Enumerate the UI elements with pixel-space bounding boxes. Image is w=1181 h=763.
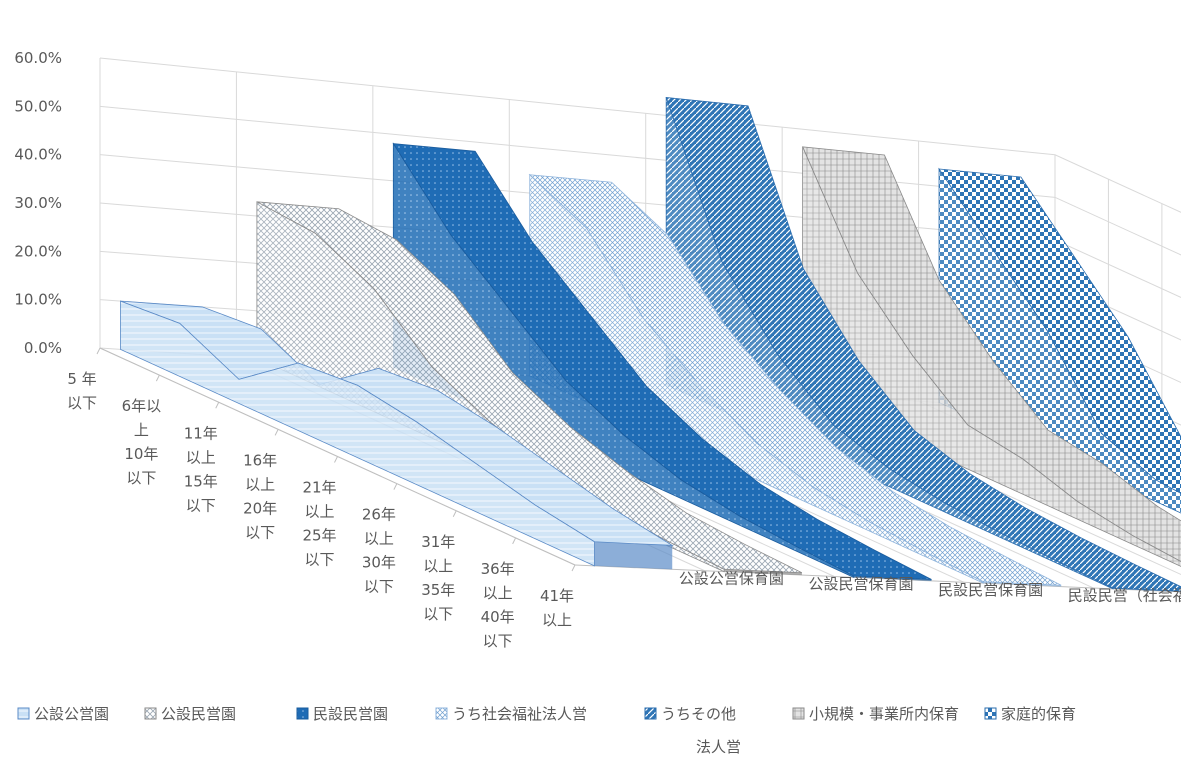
- category-tick: [512, 537, 517, 545]
- depth-label: 公設民営保育園: [809, 575, 914, 593]
- y-tick-label: 60.0%: [14, 49, 62, 67]
- y-tick-label: 50.0%: [14, 97, 62, 115]
- series-cap-3: [983, 581, 1062, 587]
- category-label: 以下: [423, 605, 453, 623]
- legend-label: 公設公営園: [34, 705, 109, 723]
- depth-axis-labels: 公設公営保育園公設民営保育園民設民営保育園民設民営（社会福祉法人営）民設民営（そ…: [679, 569, 1181, 605]
- category-label: 以上: [483, 584, 513, 602]
- category-label: 以上: [364, 530, 394, 548]
- category-label: 25年: [302, 527, 336, 545]
- y-tick-label: 20.0%: [14, 242, 62, 260]
- series-4: [665, 96, 1181, 592]
- series-areas: [120, 96, 1181, 592]
- depth-label: 民設民営（社会福祉法人営）: [1068, 587, 1181, 605]
- legend-swatch: [296, 707, 309, 720]
- series-5: [801, 146, 1181, 567]
- series-0: [120, 300, 674, 570]
- series-face-0: [120, 300, 595, 567]
- category-label: 以下: [126, 469, 156, 487]
- y-axis-ticks: 0.0% 10.0% 20.0% 30.0% 40.0% 50.0% 60.0%: [14, 49, 62, 357]
- legend-label: うちその他: [661, 705, 736, 723]
- category-label: 以下: [364, 578, 394, 596]
- y-tick-label: 30.0%: [14, 194, 62, 212]
- category-label: 6年以: [122, 397, 162, 415]
- legend-swatch: [984, 707, 997, 720]
- category-tick: [393, 483, 398, 490]
- category-label: 30年: [362, 554, 396, 572]
- category-tick: [452, 510, 457, 517]
- category-label: 以下: [67, 394, 97, 412]
- series-cap-4: [1113, 587, 1181, 592]
- legend-swatch: [144, 707, 157, 720]
- category-label: 11年: [184, 424, 218, 442]
- category-label: 5 年: [67, 370, 96, 388]
- category-label: 以下: [304, 551, 334, 569]
- category-label: 36年: [481, 560, 515, 578]
- depth-label: 民設民営保育園: [938, 581, 1043, 599]
- category-label: 以上: [245, 475, 275, 493]
- category-tick: [274, 429, 279, 436]
- category-label: 以下: [186, 496, 216, 514]
- legend-label: 小規模・事業所内保育: [809, 705, 959, 723]
- category-label: 26年: [362, 506, 396, 524]
- series-cap-1: [724, 569, 802, 576]
- category-label: 上: [134, 421, 149, 439]
- category-label: 以上: [304, 503, 334, 521]
- y-tick-label: 0.0%: [24, 339, 62, 357]
- series-face-4: [665, 97, 1114, 590]
- category-label: 41年: [540, 587, 574, 605]
- category-label: 35年: [421, 581, 455, 599]
- legend-swatch: [435, 707, 448, 720]
- series-face-5: [802, 146, 1181, 567]
- legend-swatch: [17, 707, 30, 720]
- series-cap-2: [853, 575, 932, 581]
- legend-swatch: [644, 707, 657, 720]
- category-label: 以下: [483, 632, 513, 650]
- category-tick: [155, 374, 160, 382]
- category-label: 20年: [243, 499, 277, 517]
- category-label: 以上: [186, 448, 216, 466]
- category-label: 以上: [423, 557, 453, 575]
- category-label: 31年: [421, 533, 455, 551]
- category-tick: [96, 347, 101, 355]
- category-tick: [215, 402, 220, 409]
- legend-label: 家庭的保育: [1001, 705, 1076, 723]
- legend-label: うち社会福祉法人営: [452, 705, 587, 723]
- depth-label: 公設公営保育園: [679, 569, 784, 587]
- category-label: 10年: [124, 445, 158, 463]
- category-tick: [571, 564, 576, 572]
- legend-swatch: [792, 707, 805, 720]
- category-label: 40年: [481, 608, 515, 626]
- category-label: 以下: [245, 523, 275, 541]
- legend-label-line2: 法人営: [696, 738, 741, 756]
- y-tick-label: 40.0%: [14, 146, 62, 164]
- category-label: 以上: [542, 611, 572, 629]
- legend-label: 公設民営園: [161, 705, 236, 723]
- series-cap-0: [594, 541, 673, 570]
- y-tick-label: 10.0%: [14, 291, 62, 309]
- category-tick: [334, 456, 338, 463]
- category-axis-labels: 5 年以下 6年以上10年以下11年以上15年以下16年以上20年以下21年以上2…: [67, 370, 574, 650]
- legend-label: 民設民営園: [313, 705, 388, 723]
- category-label: 21年: [302, 479, 336, 497]
- category-label: 16年: [243, 451, 277, 469]
- category-label: 15年: [184, 472, 218, 490]
